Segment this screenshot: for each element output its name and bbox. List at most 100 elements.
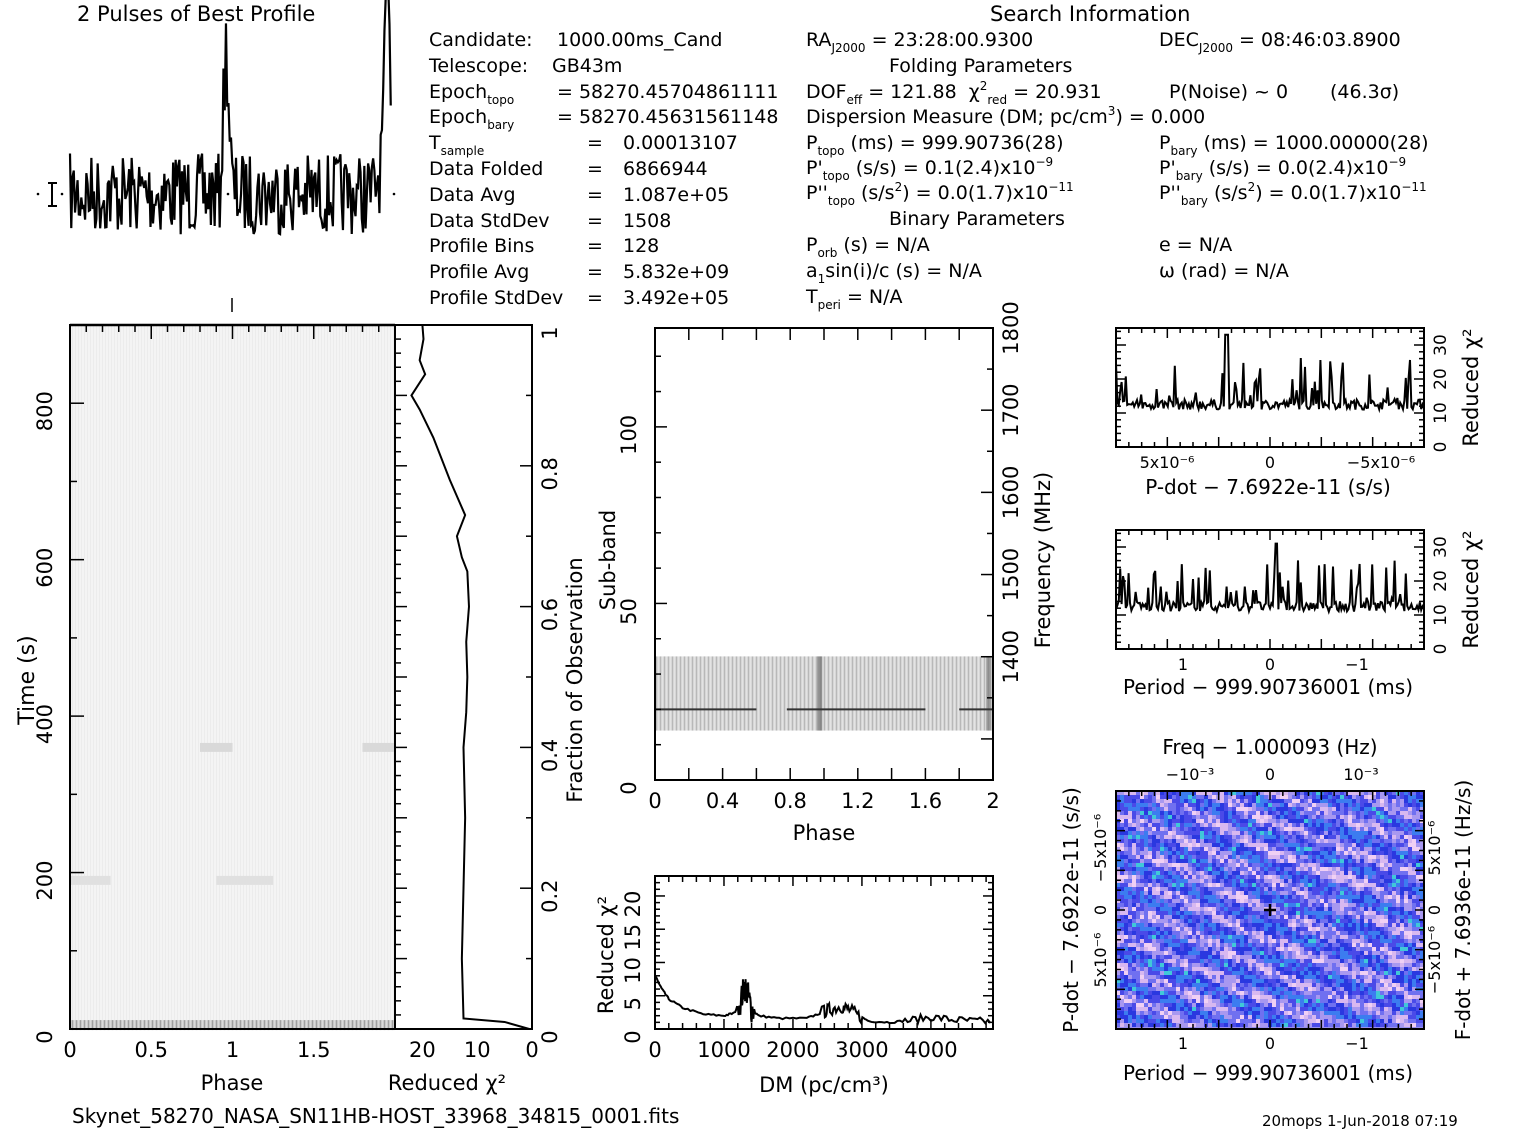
heatmap-cell — [1136, 1011, 1140, 1015]
heatmap-cell — [1208, 939, 1212, 943]
heatmap-cell — [1312, 995, 1316, 999]
heatmap-cell — [1352, 947, 1356, 951]
heatmap-cell — [1228, 959, 1232, 963]
heatmap-cell — [1300, 819, 1304, 823]
heatmap-cell — [1208, 871, 1212, 875]
x-tick-label: 3000 — [835, 1038, 888, 1062]
heatmap-cell — [1224, 823, 1228, 827]
heatmap-cell — [1356, 955, 1360, 959]
heatmap-cell — [1364, 859, 1368, 863]
heatmap-cell — [1336, 951, 1340, 955]
heatmap-cell — [1268, 995, 1272, 999]
heatmap-cell — [1212, 979, 1216, 983]
heatmap-cell — [1152, 899, 1156, 903]
heatmap-cell — [1168, 843, 1172, 847]
heatmap-cell — [1192, 879, 1196, 883]
heatmap-cell — [1124, 951, 1128, 955]
heatmap-cell — [1180, 811, 1184, 815]
heatmap-cell — [1292, 991, 1296, 995]
heatmap-cell — [1156, 859, 1160, 863]
heatmap-cell — [1180, 1015, 1184, 1019]
heatmap-cell — [1116, 903, 1120, 907]
heatmap-cell — [1356, 951, 1360, 955]
heatmap-cell — [1176, 895, 1180, 899]
heatmap-cell — [1332, 903, 1336, 907]
heatmap-cell — [1116, 795, 1120, 799]
heatmap-cell — [1276, 955, 1280, 959]
heatmap-cell — [1284, 803, 1288, 807]
heatmap-cell — [1240, 871, 1244, 875]
heatmap-cell — [1388, 835, 1392, 839]
heatmap-cell — [1252, 939, 1256, 943]
heatmap-cell — [1236, 959, 1240, 963]
heatmap-cell — [1164, 1007, 1168, 1011]
heatmap-cell — [1292, 947, 1296, 951]
heatmap-cell — [1288, 1007, 1292, 1011]
heatmap-cell — [1136, 943, 1140, 947]
heatmap-cell — [1268, 983, 1272, 987]
heatmap-cell — [1412, 995, 1416, 999]
heatmap-cell — [1216, 927, 1220, 931]
heatmap-cell — [1132, 823, 1136, 827]
heatmap-cell — [1416, 815, 1420, 819]
heatmap-cell — [1320, 907, 1324, 911]
heatmap-cell — [1348, 931, 1352, 935]
heatmap-cell — [1172, 831, 1176, 835]
heatmap-cell — [1264, 1011, 1268, 1015]
heatmap-cell — [1288, 935, 1292, 939]
heatmap-cell — [1192, 839, 1196, 843]
heatmap-cell — [1376, 987, 1380, 991]
heatmap-cell — [1296, 811, 1300, 815]
heatmap-cell — [1420, 835, 1424, 839]
heatmap-cell — [1368, 967, 1372, 971]
heatmap-cell — [1256, 907, 1260, 911]
heatmap-cell — [1280, 895, 1284, 899]
heatmap-cell — [1316, 843, 1320, 847]
heatmap-cell — [1304, 867, 1308, 871]
heatmap-cell — [1296, 1015, 1300, 1019]
heatmap-cell — [1364, 979, 1368, 983]
heatmap-cell — [1208, 995, 1212, 999]
heatmap-cell — [1320, 819, 1324, 823]
heatmap-cell — [1352, 875, 1356, 879]
heatmap-cell — [1300, 1007, 1304, 1011]
heatmap-cell — [1140, 939, 1144, 943]
info-value: = — [587, 209, 603, 232]
heatmap-cell — [1152, 959, 1156, 963]
heatmap-cell — [1240, 851, 1244, 855]
heatmap-cell — [1148, 995, 1152, 999]
heatmap-cell — [1336, 963, 1340, 967]
heatmap-cell — [1148, 959, 1152, 963]
heatmap-cell — [1352, 971, 1356, 975]
heatmap-cell — [1280, 883, 1284, 887]
heatmap-cell — [1252, 951, 1256, 955]
heatmap-cell — [1180, 795, 1184, 799]
heatmap-cell — [1256, 847, 1260, 851]
heatmap-cell — [1272, 839, 1276, 843]
heatmap-cell — [1180, 815, 1184, 819]
heatmap-cell — [1144, 907, 1148, 911]
heatmap-cell — [1228, 943, 1232, 947]
heatmap-cell — [1376, 815, 1380, 819]
heatmap-cell — [1416, 999, 1420, 1003]
info-value: 1000.00ms_Cand — [557, 29, 723, 51]
heatmap-cell — [1196, 935, 1200, 939]
heatmap-cell — [1420, 1015, 1424, 1019]
heatmap-cell — [1196, 863, 1200, 867]
heatmap-cell — [1208, 859, 1212, 863]
heatmap-cell — [1232, 979, 1236, 983]
heatmap-cell — [1160, 911, 1164, 915]
heatmap-cell — [1416, 895, 1420, 899]
heatmap-cell — [1360, 811, 1364, 815]
heatmap-cell — [1208, 895, 1212, 899]
heatmap-cell — [1184, 835, 1188, 839]
heatmap-cell — [1188, 919, 1192, 923]
heatmap-cell — [1336, 839, 1340, 843]
heatmap-cell — [1332, 923, 1336, 927]
heatmap-cell — [1268, 827, 1272, 831]
heatmap-cell — [1180, 895, 1184, 899]
heatmap-cell — [1400, 947, 1404, 951]
heatmap-cell — [1188, 835, 1192, 839]
heatmap-cell — [1384, 887, 1388, 891]
heatmap-cell — [1160, 967, 1164, 971]
